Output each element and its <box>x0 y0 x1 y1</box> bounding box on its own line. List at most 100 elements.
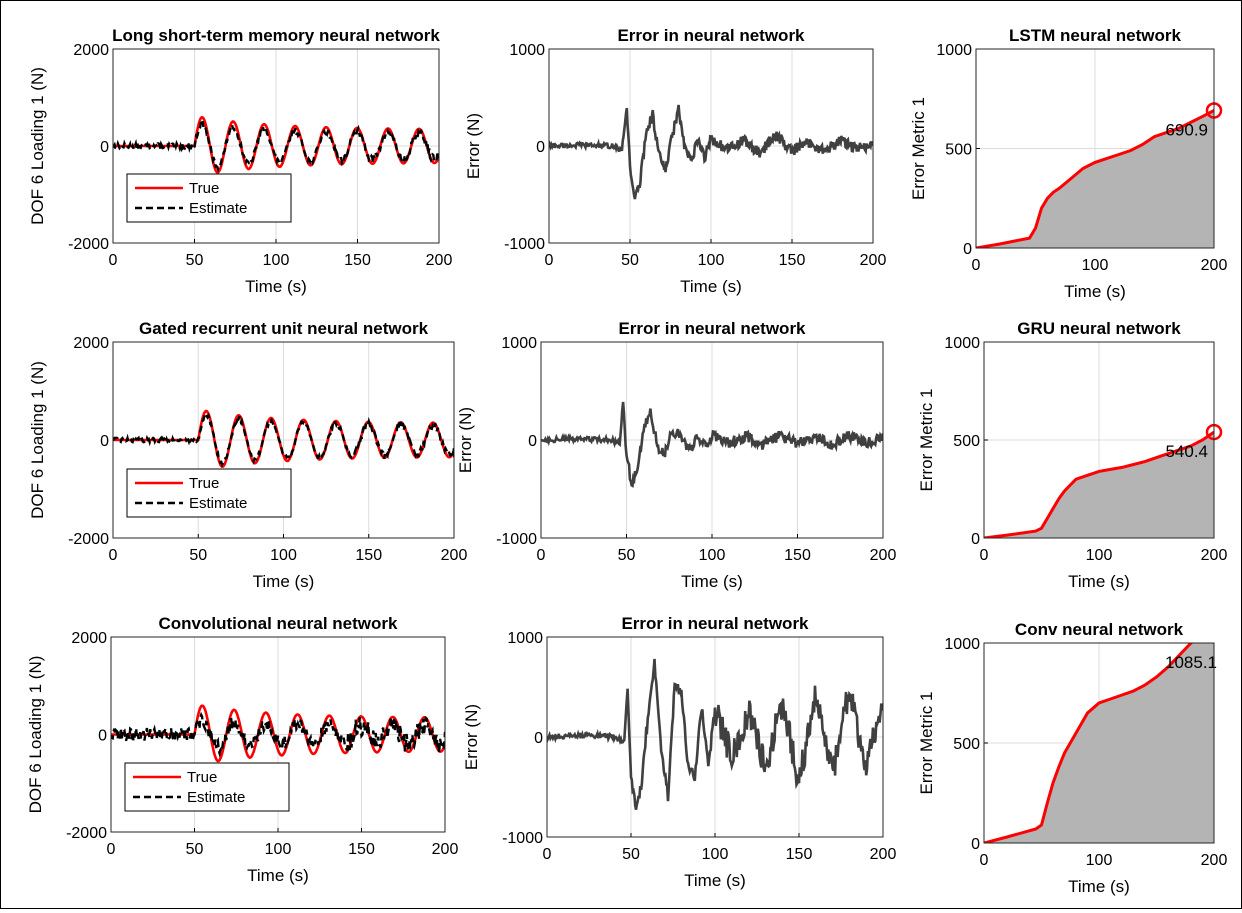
y-axis-label: Error Metric 1 <box>917 389 936 492</box>
chart-title: Long short-term memory neural network <box>112 26 440 45</box>
x-tick-label: 50 <box>618 547 636 564</box>
x-tick-label: 150 <box>355 547 382 564</box>
x-tick-label: 200 <box>1201 852 1228 869</box>
x-axis-label: Time (s) <box>681 572 743 591</box>
legend-true-label: True <box>189 475 219 492</box>
y-tick-label: 2000 <box>73 42 109 59</box>
chart-7: TrueEstimate0 50 100 150 20020000-2000Convol… <box>26 614 458 885</box>
chart-title: Error in neural network <box>617 26 805 45</box>
legend-estimate-label: Estimate <box>189 200 247 217</box>
x-axis-label: Time (s) <box>1068 572 1130 591</box>
y-tick-label: 500 <box>945 142 972 159</box>
y-tick-label: 0 <box>536 139 545 156</box>
y-tick-label: 1000 <box>944 636 980 653</box>
y-tick-label: 0 <box>98 728 107 745</box>
end-value-label: 1085.1 <box>1165 653 1217 672</box>
x-tick-label: 200 <box>432 841 459 858</box>
x-tick-label: 150 <box>348 841 375 858</box>
x-tick-label: 150 <box>786 846 813 863</box>
chart-9: 1085.1 0 100 200 1000 500 0 Conv neural network… <box>917 620 1227 896</box>
y-axis-label: DOF 6 Loading 1 (N) <box>26 656 45 814</box>
x-tick-label: 50 <box>189 547 207 564</box>
y-axis-label: Error (N) <box>464 113 483 179</box>
chart-title: Conv neural network <box>1015 620 1184 639</box>
y-axis-label: Error Metric 1 <box>909 97 928 200</box>
chart-title: Convolutional neural network <box>159 614 399 633</box>
y-axis-label: Error (N) <box>462 704 481 770</box>
x-tick-label: 100 <box>698 252 725 269</box>
x-tick-label: 50 <box>186 252 204 269</box>
x-tick-label: 200 <box>1201 547 1228 564</box>
x-tick-label: 100 <box>265 841 292 858</box>
x-tick-label: 100 <box>702 846 729 863</box>
x-tick-label: 0 <box>537 547 546 564</box>
chart-title: Gated recurrent unit neural network <box>139 319 429 338</box>
x-tick-label: 100 <box>1086 547 1113 564</box>
y-tick-label: 0 <box>528 433 537 450</box>
y-tick-label: -2000 <box>68 531 109 548</box>
y-tick-label: 1000 <box>509 42 545 59</box>
x-axis-label: Time (s) <box>1064 282 1126 301</box>
x-tick-label: 100 <box>270 547 297 564</box>
x-tick-label: 0 <box>972 257 981 274</box>
y-tick-label: 500 <box>953 433 980 450</box>
x-tick-label: 0 <box>107 841 116 858</box>
x-tick-label: 50 <box>622 846 640 863</box>
y-tick-label: 2000 <box>73 335 109 352</box>
x-tick-label: 0 <box>545 252 554 269</box>
y-tick-label: 0 <box>534 730 543 747</box>
y-tick-label: -1000 <box>496 531 537 548</box>
y-tick-label: 0 <box>963 241 972 258</box>
chart-title: Error in neural network <box>621 614 809 633</box>
x-tick-label: 150 <box>779 252 806 269</box>
legend-true-label: True <box>187 769 217 786</box>
end-value-label: 690.9 <box>1165 121 1208 140</box>
x-tick-label: 0 <box>543 846 552 863</box>
y-tick-label: 1000 <box>507 630 543 647</box>
x-tick-label: 0 <box>980 547 989 564</box>
y-tick-label: 0 <box>971 836 980 853</box>
x-tick-label: 0 <box>109 252 118 269</box>
y-axis-label: Error (N) <box>456 407 475 473</box>
x-tick-label: 0 <box>980 852 989 869</box>
y-tick-label: 0 <box>100 433 109 450</box>
legend-estimate-label: Estimate <box>189 495 247 512</box>
x-tick-label: 200 <box>1201 257 1228 274</box>
legend-estimate-label: Estimate <box>187 789 245 806</box>
x-tick-label: 200 <box>870 547 897 564</box>
x-tick-label: 0 <box>109 547 118 564</box>
y-tick-label: 1000 <box>501 335 537 352</box>
x-tick-label: 100 <box>263 252 290 269</box>
x-tick-label: 100 <box>1086 852 1113 869</box>
x-tick-label: 150 <box>784 547 811 564</box>
y-tick-label: 2000 <box>71 630 107 647</box>
end-value-label: 540.4 <box>1165 442 1208 461</box>
y-tick-label: 1000 <box>944 335 980 352</box>
chart-title: LSTM neural network <box>1009 26 1181 45</box>
y-tick-label: 0 <box>100 139 109 156</box>
y-axis-label: DOF 6 Loading 1 (N) <box>28 67 47 225</box>
chart-6: 540.4 0 100 200 1000 500 0 GRU neural network Ti… <box>917 319 1227 591</box>
x-tick-label: 200 <box>870 846 897 863</box>
x-axis-label: Time (s) <box>680 277 742 296</box>
x-tick-label: 50 <box>621 252 639 269</box>
chart-title: GRU neural network <box>1017 319 1181 338</box>
x-axis-label: Time (s) <box>247 866 309 885</box>
y-tick-label: -2000 <box>68 236 109 253</box>
x-axis-label: Time (s) <box>253 572 315 591</box>
y-tick-label: 500 <box>953 736 980 753</box>
y-tick-label: -1000 <box>504 236 545 253</box>
x-axis-label: Time (s) <box>684 871 746 890</box>
y-tick-label: 0 <box>971 531 980 548</box>
x-tick-label: 100 <box>699 547 726 564</box>
x-tick-label: 200 <box>426 252 453 269</box>
x-axis-label: Time (s) <box>1068 877 1130 896</box>
y-axis-label: Error Metric 1 <box>917 692 936 795</box>
legend-true-label: True <box>189 180 219 197</box>
chart-3: 690.9 0 100 200 1000 500 0 LSTM neural network T… <box>909 26 1227 301</box>
